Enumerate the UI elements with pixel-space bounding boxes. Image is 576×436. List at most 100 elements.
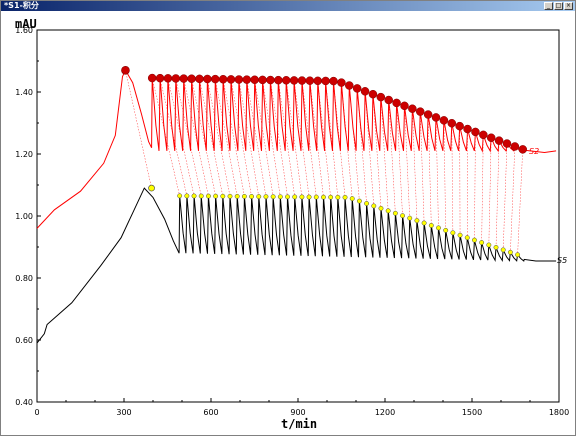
peak-marker — [329, 76, 338, 86]
peak-marker — [384, 95, 393, 105]
peak-marker — [507, 249, 513, 255]
peak-marker — [256, 194, 262, 200]
peak-marker — [335, 194, 341, 200]
peak-connector — [372, 94, 382, 209]
peak-marker — [241, 193, 247, 199]
peak-marker — [371, 203, 377, 209]
peak-marker — [297, 76, 307, 85]
peak-marker — [277, 194, 283, 200]
peak-marker — [270, 194, 276, 200]
peak-marker — [342, 194, 348, 200]
peak-marker — [463, 124, 472, 134]
peak-marker — [378, 205, 384, 211]
peak-marker — [356, 198, 362, 204]
peak-marker — [436, 225, 441, 231]
peak-marker — [337, 78, 346, 87]
peak-marker — [457, 232, 463, 238]
peak-marker — [155, 73, 165, 83]
peak-marker — [203, 74, 212, 84]
peak-marker — [352, 84, 362, 93]
x-tick-label: 1500 — [462, 408, 482, 417]
peak-connector — [199, 78, 224, 197]
peak-marker — [385, 208, 391, 214]
maximize-button[interactable]: □ — [554, 2, 563, 10]
peak-connector — [474, 131, 476, 241]
peak-marker — [313, 194, 319, 200]
peak-connector — [495, 140, 500, 248]
peak-marker — [479, 240, 485, 245]
peak-marker — [443, 227, 449, 233]
y-axis-title: mAU — [15, 17, 37, 31]
peak-marker — [414, 218, 420, 224]
peak-marker — [471, 237, 477, 243]
peak-marker — [328, 194, 334, 200]
peak-marker — [450, 230, 456, 236]
x-tick-label: 900 — [290, 408, 305, 417]
peak-connector — [278, 80, 295, 197]
x-tick-label: 300 — [116, 408, 131, 417]
peak-marker — [464, 235, 470, 241]
peak-marker — [392, 210, 398, 216]
x-axis-title: t/min — [281, 417, 317, 431]
peak-marker — [191, 193, 197, 199]
peak-marker — [211, 74, 220, 84]
axes: 0 300 600 900 1200 1500 1800 0.40 0.60 0.80 1.00 1.… — [15, 26, 569, 417]
peak-marker — [447, 118, 457, 128]
x-tick-label: 0 — [34, 408, 39, 417]
peak-marker — [455, 121, 464, 131]
peak-markers — [121, 66, 527, 258]
peak-marker — [518, 145, 527, 154]
close-button[interactable]: × — [564, 2, 573, 10]
peak-marker — [423, 110, 433, 119]
peak-marker — [205, 193, 211, 199]
peak-connector — [412, 108, 418, 221]
peak-marker — [242, 75, 252, 84]
x-tick-label: 600 — [203, 408, 218, 417]
peak-connector — [151, 77, 180, 196]
y-tick-label: 1.20 — [15, 150, 33, 159]
peak-marker — [360, 87, 370, 96]
peak-marker — [494, 136, 504, 145]
peak-marker — [121, 66, 130, 75]
peak-marker — [305, 76, 315, 85]
title-bar[interactable]: *S1-积分 _ □ × — [1, 1, 575, 11]
peak-marker — [198, 193, 204, 199]
peak-connector — [207, 78, 231, 197]
peak-marker — [500, 247, 506, 253]
peak-marker — [321, 194, 326, 200]
peak-marker — [177, 193, 183, 199]
y-tick-label: 0.40 — [15, 398, 33, 407]
peak-marker — [249, 194, 255, 199]
peak-marker — [289, 76, 299, 85]
peak-marker — [392, 98, 401, 108]
peak-marker — [195, 74, 204, 84]
peak-marker — [218, 74, 228, 84]
y-tick-label: 0.60 — [15, 336, 33, 345]
peak-marker — [258, 75, 267, 85]
peak-marker — [415, 107, 425, 116]
peak-marker — [345, 81, 354, 90]
peak-marker — [321, 76, 330, 86]
peak-marker — [408, 104, 417, 113]
series-line-s2 — [36, 69, 557, 229]
peak-marker — [439, 116, 449, 125]
peak-marker — [306, 194, 312, 200]
minimize-button[interactable]: _ — [544, 2, 553, 10]
peak-marker — [292, 194, 298, 200]
window-controls: _ □ × — [544, 2, 573, 10]
series-line-s5 — [36, 187, 557, 344]
y-tick-label: 0.80 — [15, 274, 33, 283]
peak-marker — [428, 223, 434, 228]
peak-connector — [191, 78, 216, 197]
y-tick-label: 1.60 — [15, 26, 33, 35]
series-label-s2: S2 — [529, 147, 539, 156]
y-tick-label: 1.40 — [15, 88, 33, 97]
peak-marker — [234, 193, 240, 199]
peak-connector — [222, 79, 245, 197]
peak-connector — [510, 146, 516, 253]
peak-connector — [435, 117, 439, 228]
plot-frame — [36, 29, 560, 403]
peak-marker — [510, 142, 520, 151]
peak-marker — [250, 75, 259, 85]
